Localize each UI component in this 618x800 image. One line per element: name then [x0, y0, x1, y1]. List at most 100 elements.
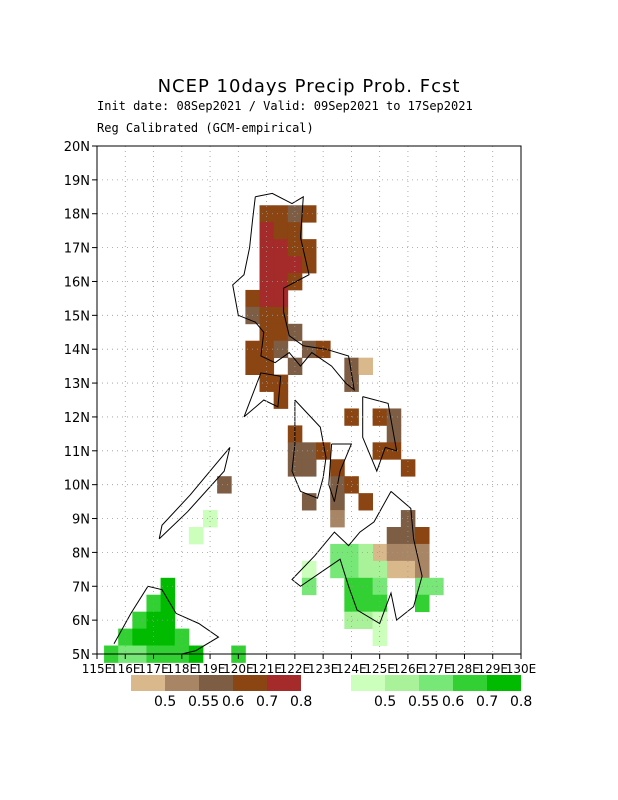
wet-legend-label: 0.6 [442, 694, 465, 710]
coastline [328, 443, 353, 502]
lat-tick-label: 8N [72, 546, 90, 561]
dry-legend-label: 0.5 [154, 694, 177, 710]
calibration-subtitle: Reg Calibrated (GCM-empirical) [97, 121, 314, 135]
lon-tick-label: 122E [280, 662, 311, 676]
dry-legend-label: 0.55 [188, 694, 220, 710]
dry-cell [287, 222, 303, 240]
lat-tick-label: 19N [64, 174, 90, 189]
gridlines [97, 146, 521, 654]
wet-cell [301, 577, 317, 596]
dry-cell [386, 408, 402, 426]
wet-cell [174, 628, 190, 646]
dry-legend-swatch [165, 675, 199, 691]
wet-legend-swatch [351, 675, 385, 691]
wet-legend-swatch [419, 675, 453, 691]
dry-cell [259, 222, 275, 240]
wet-legend-label: 0.8 [510, 694, 533, 710]
wet-cell [358, 594, 373, 613]
wet-cell [160, 594, 176, 613]
lon-tick-label: 123E [308, 662, 339, 676]
lon-tick-label: 124E [336, 662, 367, 676]
lon-tick-label: 118E [167, 662, 198, 676]
dry-cell [273, 340, 289, 359]
lat-tick-label: 18N [64, 208, 90, 223]
dry-cell [273, 273, 289, 291]
dry-cell [358, 493, 373, 511]
lon-tick-label: 115E [82, 662, 113, 676]
lat-tick-label: 11N [64, 445, 90, 460]
dry-cell [287, 205, 303, 223]
dry-cell [316, 340, 331, 359]
dry-cell [386, 442, 402, 460]
lon-tick-label: 128E [449, 662, 480, 676]
dry-cell [287, 239, 303, 257]
dry-cell [273, 374, 289, 392]
coastline [291, 399, 327, 499]
wet-cell [372, 628, 388, 646]
map-title: NCEP 10days Precip Prob. Fcst [157, 76, 461, 97]
coastline [113, 585, 220, 655]
wet-legend-label: 0.55 [408, 694, 440, 710]
dry-cell [386, 527, 402, 545]
dry-cell [372, 408, 388, 426]
init-valid-subtitle: Init date: 08Sep2021 / Valid: 09Sep2021 … [97, 99, 473, 113]
dry-cell [400, 543, 416, 562]
lon-tick-label: 117E [138, 662, 169, 676]
lon-tick-label: 116E [110, 662, 141, 676]
dry-cell [273, 391, 289, 409]
wet-legend-swatch [385, 675, 419, 691]
legend [131, 675, 521, 691]
lat-tick-label: 6N [72, 614, 90, 629]
dry-cell [217, 476, 232, 494]
wet-cell [160, 628, 176, 646]
dry-cell [301, 256, 317, 274]
dry-cell [386, 543, 402, 562]
lon-tick-label: 120E [223, 662, 254, 676]
dry-cell [301, 442, 317, 460]
coastline [158, 447, 231, 540]
dry-cell [415, 560, 430, 579]
wet-cell [132, 628, 147, 646]
dry-cell [287, 459, 303, 477]
map-frame [96, 145, 522, 655]
dry-cell [259, 205, 275, 223]
lon-tick-label: 129E [477, 662, 508, 676]
wet-cell [358, 560, 373, 579]
dry-cell [330, 459, 345, 477]
dry-cell [330, 493, 345, 511]
dry-cell [273, 205, 289, 223]
wet-legend-label: 0.7 [476, 694, 499, 710]
wet-cell [372, 611, 388, 629]
lat-tick-label: 17N [64, 242, 90, 257]
lat-tick-label: 14N [64, 343, 90, 358]
dry-cell [400, 527, 416, 545]
coastline [232, 192, 355, 391]
wet-legend-swatch [487, 675, 521, 691]
wet-cell [415, 594, 430, 613]
lon-tick-label: 127E [421, 662, 452, 676]
wet-legend-label: 0.5 [374, 694, 397, 710]
wet-cell [188, 527, 204, 545]
wet-cell [132, 611, 147, 629]
wet-cell [358, 577, 373, 596]
coastline-layer [113, 192, 423, 655]
dry-cell [301, 239, 317, 257]
dry-cell [344, 374, 359, 392]
wet-cell [301, 560, 317, 579]
dry-cell [259, 306, 275, 325]
lat-tick-label: 10N [64, 479, 90, 494]
lat-tick-label: 5N [72, 648, 90, 663]
coastline [362, 396, 398, 473]
lon-tick-label: 126E [393, 662, 424, 676]
dry-cell [259, 289, 275, 308]
dry-cell [400, 560, 416, 579]
dry-cell [400, 510, 416, 528]
lon-tick-label: 130E [506, 662, 537, 676]
dry-cell [259, 374, 275, 392]
lon-tick-label: 125E [364, 662, 395, 676]
wet-cell [330, 560, 345, 579]
dry-cell [386, 560, 402, 579]
wet-cell [344, 543, 359, 562]
dry-cell [245, 289, 260, 308]
dry-cell [273, 222, 289, 240]
